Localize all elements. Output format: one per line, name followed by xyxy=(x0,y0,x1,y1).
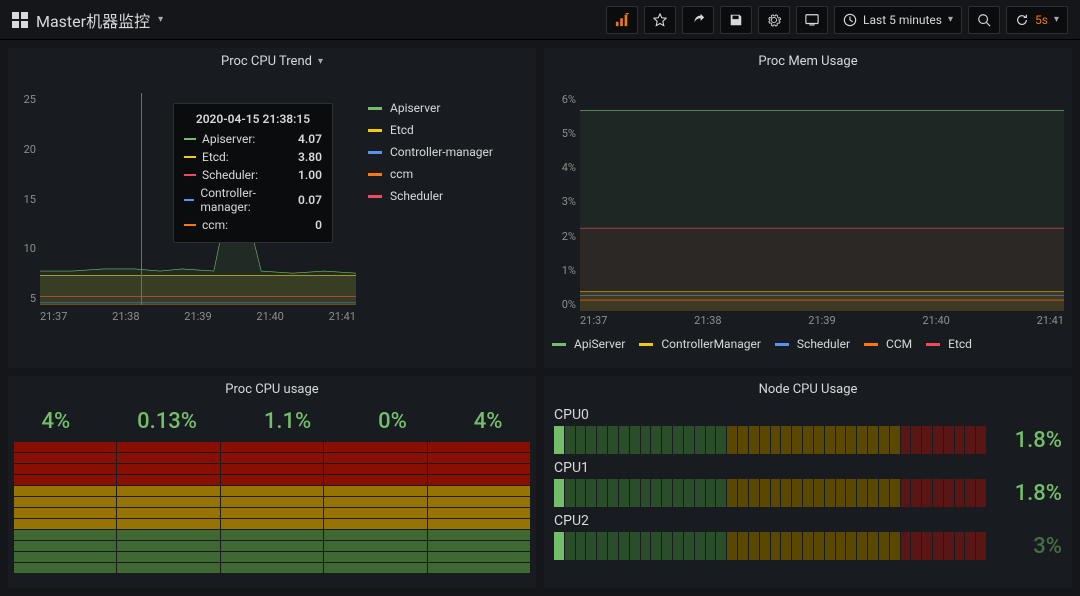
legend-item[interactable]: Apiserver xyxy=(368,97,528,119)
save-button[interactable] xyxy=(720,6,752,34)
time-range-button[interactable]: Last 5 minutes ▾ xyxy=(834,6,962,34)
chart-area: 252015105 21:3721:3821:3921:4021:41 Apis… xyxy=(8,75,536,335)
panel-proc-cpu-usage: Proc CPU usage 4% 0.13% 1.1% 0% 4% xyxy=(8,376,536,588)
zoom-out-button[interactable] xyxy=(968,6,1000,34)
dashboard-grid-icon xyxy=(12,12,28,28)
legend-item[interactable]: ApiServer xyxy=(552,337,625,351)
cpu-percent: 1.1% xyxy=(264,409,311,434)
panel-title[interactable]: Node CPU Usage xyxy=(544,376,1072,403)
star-button[interactable] xyxy=(644,6,676,34)
legend-item[interactable]: Scheduler xyxy=(775,337,850,351)
bar-stack xyxy=(8,442,536,573)
x-axis: 21:3721:3821:3921:4021:41 xyxy=(580,314,1064,327)
legend-item[interactable]: Etcd xyxy=(926,337,972,351)
plot[interactable] xyxy=(580,93,1064,311)
panel-title[interactable]: Proc CPU usage xyxy=(8,376,536,403)
chevron-down-icon: ▾ xyxy=(948,14,953,25)
panel-node-cpu-usage: Node CPU Usage CPU01.8% CPU11.8% CPU23% xyxy=(544,376,1072,588)
panel-title[interactable]: Proc Mem Usage xyxy=(544,48,1072,75)
y-axis: 6%5%4%3%2%1%0% xyxy=(548,93,576,311)
cpu-percent: 0% xyxy=(378,409,407,434)
legend-item[interactable]: ccm xyxy=(368,163,528,185)
cpu-percent: 0.13% xyxy=(137,409,197,434)
cpu-percent: 4% xyxy=(41,409,70,434)
add-panel-button[interactable] xyxy=(606,6,638,34)
tooltip: 2020-04-15 21:38:15 Apiserver:4.07Etcd:3… xyxy=(173,103,333,243)
legend-item[interactable]: ControllerManager xyxy=(639,337,761,351)
chevron-down-icon: ▾ xyxy=(1054,14,1059,25)
x-axis: 21:3721:3821:3921:4021:41 xyxy=(40,310,356,323)
tooltip-time: 2020-04-15 21:38:15 xyxy=(184,112,322,126)
legend-item[interactable]: CCM xyxy=(864,337,912,351)
time-range-label: Last 5 minutes xyxy=(863,13,942,27)
legend-item[interactable]: Scheduler xyxy=(368,185,528,207)
share-button[interactable] xyxy=(682,6,714,34)
topbar: Master机器监控 ▾ Last 5 minutes ▾ 5s ▾ xyxy=(0,0,1080,40)
toolbar: Last 5 minutes ▾ 5s ▾ xyxy=(606,6,1068,34)
settings-button[interactable] xyxy=(758,6,790,34)
chevron-down-icon: ▾ xyxy=(158,14,163,25)
dashboard-title: Master机器监控 xyxy=(36,8,150,32)
panel-title[interactable]: Proc CPU Trend ▾ xyxy=(8,48,536,75)
legend-item[interactable]: Etcd xyxy=(368,119,528,141)
crosshair xyxy=(141,93,142,305)
cpu-percent: 4% xyxy=(474,409,503,434)
panel-proc-cpu-trend: Proc CPU Trend ▾ 252015105 21:3721:3821:… xyxy=(8,48,536,368)
dashboard-title-group[interactable]: Master机器监控 ▾ xyxy=(12,8,163,32)
refresh-interval: 5s xyxy=(1035,13,1048,27)
percent-row: 4% 0.13% 1.1% 0% 4% xyxy=(8,403,536,442)
node-cpu-row: CPU01.8% xyxy=(554,407,1062,454)
node-cpu-row: CPU23% xyxy=(554,513,1062,560)
chevron-down-icon: ▾ xyxy=(318,56,323,67)
dashboard-grid: Proc CPU Trend ▾ 252015105 21:3721:3821:… xyxy=(0,40,1080,596)
refresh-icon xyxy=(1015,13,1029,27)
clock-icon xyxy=(843,13,857,27)
node-cpu-list: CPU01.8% CPU11.8% CPU23% xyxy=(544,403,1072,570)
legend: ApiserverEtcdController-managerccmSchedu… xyxy=(368,97,528,207)
legend: ApiServer ControllerManager Scheduler CCM Et… xyxy=(552,337,1064,351)
node-cpu-row: CPU11.8% xyxy=(554,460,1062,507)
legend-item[interactable]: Controller-manager xyxy=(368,141,528,163)
chart-area: 6%5%4%3%2%1%0% 21:3721:3821:3921:4021:41… xyxy=(544,75,1072,357)
y-axis: 252015105 xyxy=(12,93,36,305)
tv-button[interactable] xyxy=(796,6,828,34)
panel-proc-mem-usage: Proc Mem Usage 6%5%4%3%2%1%0% 21:3721:38… xyxy=(544,48,1072,368)
refresh-button[interactable]: 5s ▾ xyxy=(1006,6,1068,34)
